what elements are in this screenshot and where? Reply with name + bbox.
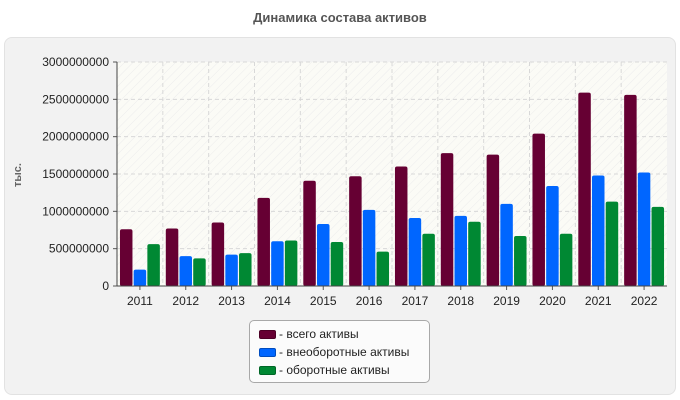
- bar-2016-series-2: [362, 209, 376, 286]
- bar-2011-series-1: [119, 229, 133, 286]
- legend-item-noncurrent-assets: - внеоборотные активы: [259, 343, 429, 361]
- bar-2019-series-1: [486, 154, 500, 286]
- bar-2019-series-2: [500, 203, 513, 286]
- bar-2012-series-1: [165, 228, 179, 286]
- x-tick-label: 2020: [539, 294, 566, 308]
- bar-2020-series-3: [559, 233, 573, 286]
- bar-2014-series-3: [284, 240, 298, 286]
- x-tick-label: 2022: [631, 294, 658, 308]
- bar-2015-series-3: [330, 241, 344, 286]
- x-tick-label: 2015: [310, 294, 337, 308]
- legend-swatch: [259, 347, 276, 357]
- y-tick-label: 1000000000: [42, 204, 109, 218]
- x-tick-label: 2012: [172, 294, 199, 308]
- bar-2021-series-1: [578, 92, 591, 286]
- legend: - всего активы - внеоборотные активы - о…: [249, 320, 430, 383]
- bar-2011-series-3: [147, 244, 160, 286]
- bar-2020-series-1: [532, 133, 545, 286]
- bar-2016-series-3: [376, 251, 390, 286]
- bar-2013-series-3: [239, 253, 252, 286]
- legend-swatch: [259, 365, 276, 375]
- y-tick-label: 500000000: [49, 242, 109, 256]
- bar-2017-series-1: [394, 166, 408, 286]
- bar-2013-series-2: [225, 254, 238, 286]
- y-tick-label: 2500000000: [42, 92, 109, 106]
- bar-2015-series-1: [303, 180, 316, 286]
- bar-2017-series-2: [408, 218, 422, 286]
- bar-2013-series-1: [211, 222, 225, 286]
- legend-label: - внеоборотные активы: [279, 345, 410, 359]
- bar-2014-series-1: [257, 197, 270, 286]
- y-tick-label: 3000000000: [42, 55, 109, 69]
- bar-2020-series-2: [546, 185, 559, 286]
- bar-2018-series-2: [454, 215, 467, 286]
- bar-2021-series-3: [605, 201, 619, 286]
- x-tick-label: 2021: [585, 294, 612, 308]
- x-tick-label: 2018: [447, 294, 474, 308]
- bar-2019-series-3: [514, 235, 527, 286]
- bar-2018-series-1: [440, 153, 454, 286]
- y-tick-label: 1500000000: [42, 167, 109, 181]
- bar-2011-series-2: [133, 269, 147, 286]
- chart-title: Динамика состава активов: [253, 10, 427, 25]
- axes: 0 500000000 1000000000 1500000000 2000000000…: [42, 55, 667, 308]
- x-tick-label: 2019: [493, 294, 520, 308]
- x-tick-label: 2017: [402, 294, 429, 308]
- bar-2014-series-2: [271, 241, 284, 286]
- bar-2015-series-2: [317, 224, 330, 286]
- y-axis-label: тыс.: [12, 163, 24, 187]
- legend-swatch: [259, 329, 276, 339]
- x-tick-label: 2013: [218, 294, 245, 308]
- x-tick-label: 2011: [127, 294, 153, 308]
- bar-2022-series-3: [651, 206, 665, 286]
- y-tick-label: 0: [102, 279, 109, 293]
- legend-item-current-assets: - оборотные активы: [259, 361, 429, 379]
- bar-2012-series-3: [193, 258, 206, 286]
- bar-2022-series-2: [637, 172, 651, 286]
- bar-2021-series-2: [592, 175, 605, 286]
- bar-2016-series-1: [349, 176, 362, 286]
- grid-lines: [117, 61, 667, 286]
- x-tick-label: 2014: [264, 294, 291, 308]
- legend-item-total-assets: - всего активы: [259, 325, 429, 343]
- legend-label: - всего активы: [279, 327, 359, 341]
- bar-2018-series-3: [468, 221, 481, 286]
- bars: [119, 92, 665, 286]
- bar-2012-series-2: [179, 256, 192, 286]
- y-tick-label: 2000000000: [42, 130, 109, 144]
- x-tick-label: 2016: [356, 294, 383, 308]
- legend-label: - оборотные активы: [279, 363, 390, 377]
- bar-2017-series-3: [422, 233, 435, 286]
- bar-2022-series-1: [624, 94, 637, 286]
